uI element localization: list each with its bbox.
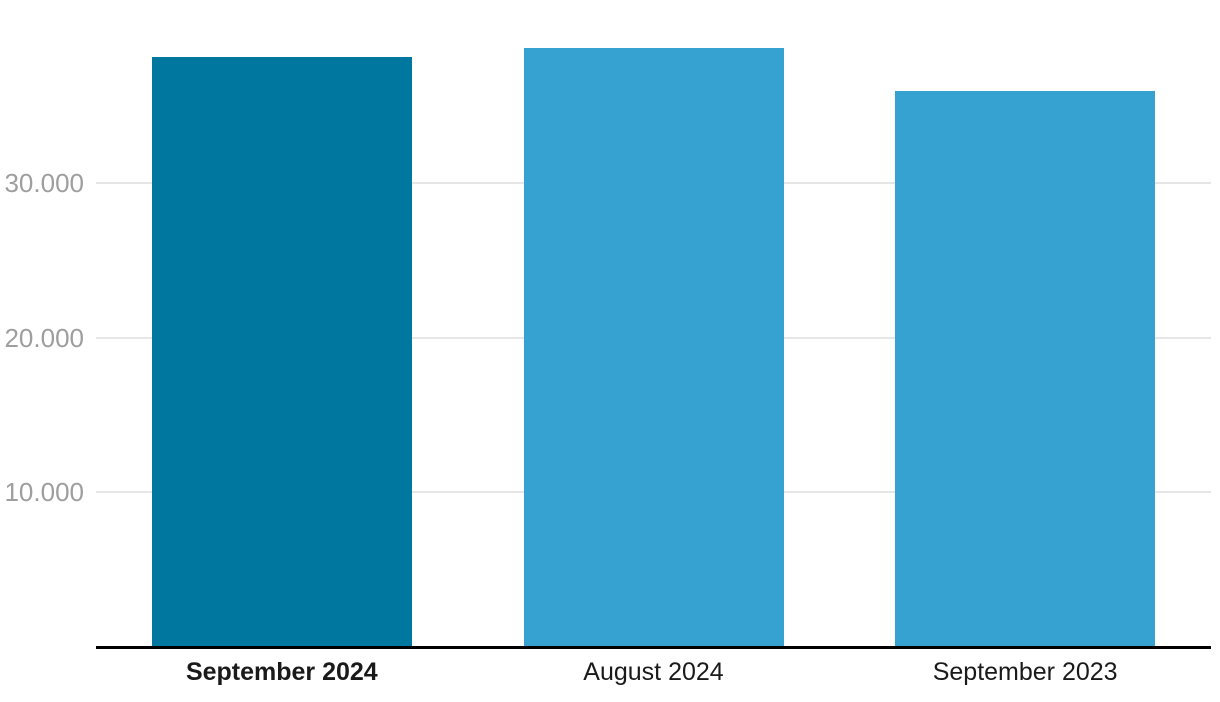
x-axis-line xyxy=(96,646,1211,649)
bar-august-2024[interactable] xyxy=(523,48,784,647)
bar-september-2023[interactable] xyxy=(895,91,1156,647)
bar-september-2024[interactable] xyxy=(151,57,412,647)
y-axis-tick-label: 20.000 xyxy=(4,322,84,353)
y-axis-tick-label: 30.000 xyxy=(4,167,84,198)
x-axis-label-september-2024: September 2024 xyxy=(185,658,378,686)
plot-area xyxy=(96,28,1211,647)
x-axis-label-september-2023: September 2023 xyxy=(932,658,1118,686)
x-axis-label-august-2024: August 2024 xyxy=(583,658,724,686)
y-axis-tick-label: 10.000 xyxy=(4,477,84,508)
